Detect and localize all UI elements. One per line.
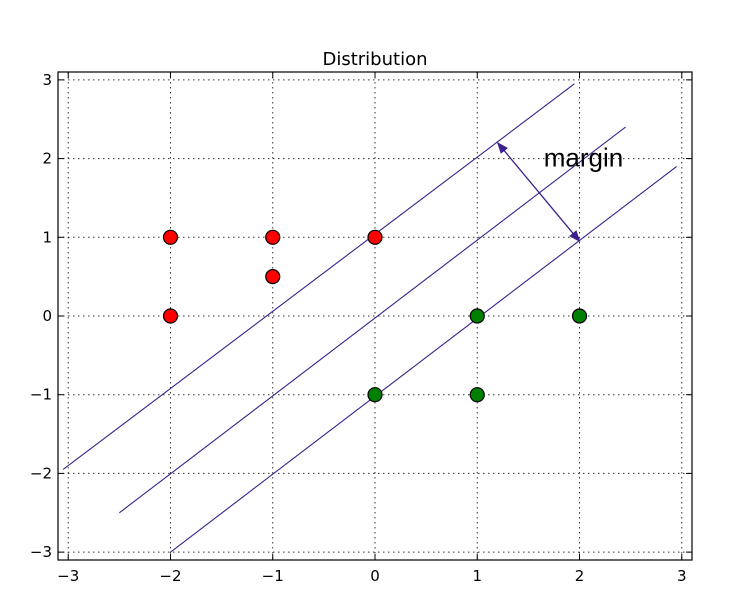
x-tick-label: 0	[370, 567, 380, 585]
data-points	[162, 229, 588, 403]
margin-line	[62, 83, 575, 470]
margin-line	[170, 166, 677, 553]
red-point	[162, 229, 179, 245]
y-tick-label: 3	[42, 71, 52, 89]
margin-line	[119, 126, 626, 514]
y-tick-labels: −3 −2 −1 0 1 2 3	[30, 71, 52, 561]
x-tick-label: 1	[472, 567, 482, 585]
y-tick-label: 2	[42, 150, 52, 168]
annotations: margin	[496, 141, 623, 243]
red-point	[265, 229, 281, 245]
axis-ticks	[58, 72, 692, 560]
y-tick-label: −1	[30, 386, 52, 404]
red-point	[367, 229, 383, 245]
margin-arrow	[496, 141, 581, 243]
x-tick-label: −1	[262, 567, 284, 585]
y-tick-label: 0	[42, 307, 52, 325]
x-tick-label: 3	[677, 567, 687, 585]
red-point	[162, 308, 179, 324]
margin-label: margin	[544, 142, 623, 172]
chart-title: Distribution	[322, 49, 427, 70]
red-point	[265, 269, 281, 285]
x-tick-label: −3	[57, 567, 79, 585]
y-tick-label: −2	[30, 464, 52, 482]
green-point	[469, 387, 485, 403]
green-point	[367, 387, 383, 403]
x-tick-labels: −3 −2 −1 0 1 2 3	[57, 567, 686, 585]
green-point	[571, 308, 588, 324]
y-tick-label: −3	[30, 543, 52, 561]
green-point	[469, 308, 485, 324]
y-tick-label: 1	[42, 228, 52, 246]
x-tick-label: 2	[575, 567, 585, 585]
x-tick-label: −2	[159, 567, 181, 585]
